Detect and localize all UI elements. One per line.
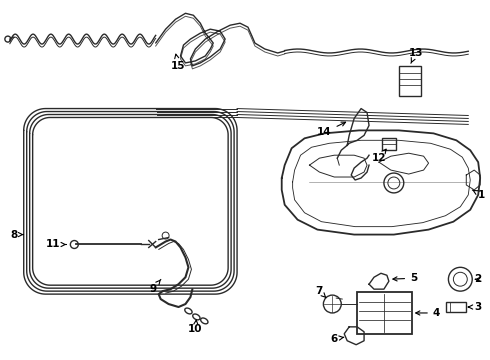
Text: 3: 3 [468, 302, 482, 312]
Text: 15: 15 [172, 54, 186, 71]
Bar [399, 66, 420, 96]
Bar [446, 302, 466, 312]
Text: 5: 5 [393, 273, 417, 283]
Bar [357, 292, 412, 334]
Text: 13: 13 [409, 48, 423, 63]
Text: 6: 6 [331, 334, 343, 344]
Text: 11: 11 [46, 239, 66, 249]
Text: 12: 12 [372, 149, 386, 163]
Text: 14: 14 [317, 122, 345, 138]
Text: 10: 10 [188, 320, 203, 334]
Text: 8: 8 [10, 230, 23, 239]
Text: 2: 2 [474, 274, 482, 284]
Bar [382, 138, 396, 150]
Text: 9: 9 [149, 279, 161, 294]
Text: 7: 7 [316, 286, 326, 298]
Text: 1: 1 [472, 190, 485, 200]
Text: 4: 4 [416, 308, 440, 318]
